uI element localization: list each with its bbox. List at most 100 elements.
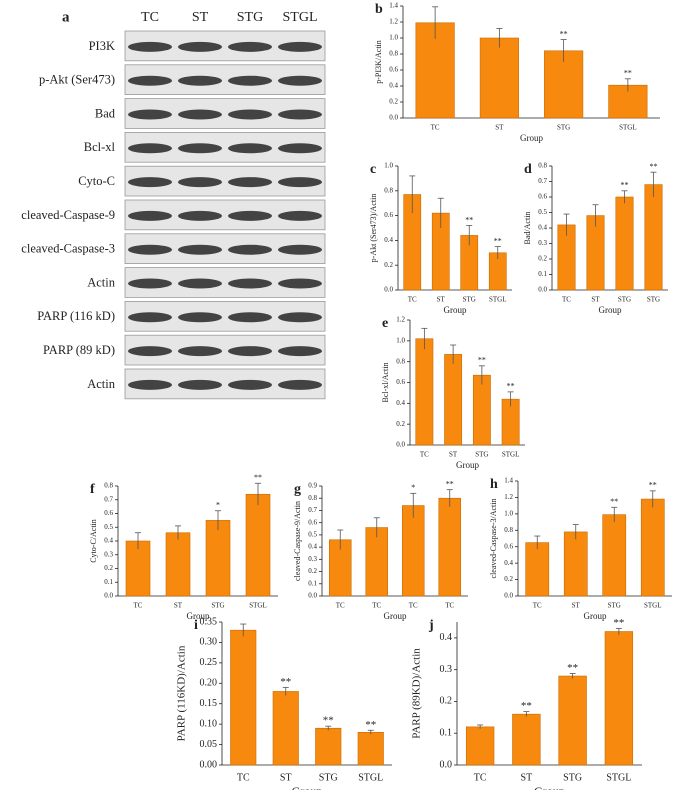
blot-band [278,278,322,289]
y-tick-label: 0.2 [308,567,317,575]
bar [444,354,463,446]
x-tick-label: STG [557,124,570,132]
y-tick-label: 0.25 [200,657,218,668]
y-tick-label: 1.0 [389,34,398,42]
blot-band [228,75,272,86]
panel-label: g [294,482,301,497]
y-tick-label: 0.7 [308,506,317,514]
blot-band [228,379,272,390]
bar [165,532,191,597]
significance: ** [624,69,632,78]
x-tick-label: STGL [619,124,637,132]
blot-band [178,143,222,154]
y-tick-label: 0.20 [200,678,218,689]
x-tick-label: ST [437,296,446,304]
y-tick-label: 0.8 [389,50,398,58]
panel-label: d [524,162,532,177]
panel-label: i [194,618,198,633]
y-tick-label: 0.8 [396,357,405,365]
significance: ** [613,617,624,629]
blot-band [128,346,172,357]
y-tick-label: 0.2 [389,98,398,106]
x-tick-label: TC [408,296,417,304]
y-tick-label: 1.2 [396,316,405,324]
y-tick-label: 0.8 [504,526,513,534]
x-tick-label: TC [237,772,250,783]
blot-band [128,312,172,323]
blot-band [128,278,172,289]
y-tick-label: 0.8 [384,186,393,194]
y-tick-label: 0.15 [200,698,218,709]
y-tick-label: 0.0 [104,592,113,600]
y-tick-label: 0.9 [308,482,317,490]
row-label: cleaved-Caspase-9 [21,208,115,222]
x-tick-label: ST [174,602,183,610]
y-axis-title: PARP (116KD)/Actin [176,645,188,741]
y-tick-label: 1.0 [396,336,405,344]
x-axis-title: Group [520,133,543,143]
blot-band [278,379,322,390]
significance: ** [507,382,515,391]
x-tick-label: TC [372,602,381,610]
y-tick-label: 0.6 [384,211,393,219]
y-axis-title: cleaved-Caspase-3/Actin [489,499,498,579]
bar [615,196,634,291]
panel-label: h [490,477,498,492]
y-tick-label: 0.7 [538,177,547,185]
lane-label: STG [237,10,263,25]
row-label: PARP (89 kD) [43,343,115,357]
blot-band [178,75,222,86]
y-tick-label: 0.1 [308,579,317,587]
x-tick-label: STGL [358,772,383,783]
y-tick-label: 0.35 [200,616,218,627]
y-tick-label: 0.6 [538,193,547,201]
significance: ** [323,715,334,727]
blot-band [278,75,322,86]
panel-label: c [370,162,376,177]
x-tick-label: STG [608,602,621,610]
blot-band [228,278,272,289]
y-tick-label: 0.3 [440,664,453,675]
y-tick-label: 0.4 [396,399,405,407]
row-label: Actin [87,275,116,289]
y-tick-label: 0.4 [440,632,453,643]
x-tick-label: TC [409,602,418,610]
y-tick-label: 0.2 [384,261,393,269]
bar [586,215,605,291]
bar [415,338,434,446]
row-label: Bad [95,106,116,120]
significance: ** [446,479,454,488]
x-axis-title: Group [444,305,467,315]
blot-band [128,177,172,188]
blot-band [278,143,322,154]
y-tick-label: 0.4 [384,236,393,244]
y-tick-label: 0.4 [308,543,317,551]
bar [245,493,271,597]
x-tick-label: TC [562,296,571,304]
y-tick-label: 0.8 [104,482,113,490]
x-tick-label: STG [475,451,488,459]
x-tick-label: TC [420,451,429,459]
blot-band [178,41,222,52]
x-axis-title: Group [456,460,479,470]
x-axis-title: Group [534,784,565,790]
blot-band [178,177,222,188]
y-tick-label: 0.5 [104,523,113,531]
row-label: Cyto-C [78,174,115,188]
x-tick-label: ST [449,451,458,459]
y-tick-label: 1.2 [389,18,398,26]
x-tick-label: STG [463,296,476,304]
blot-band [128,109,172,120]
x-tick-label: ST [280,772,292,783]
lane-label: STGL [283,10,318,25]
panel-label: b [375,2,383,17]
significance: ** [560,29,568,38]
significance: ** [465,215,473,224]
x-axis-title: Group [599,305,622,315]
blot-band [228,346,272,357]
y-tick-label: 0.6 [104,509,113,517]
y-axis-title: p-PI3K/Actin [374,40,383,84]
y-tick-label: 0.4 [104,537,113,545]
x-tick-label: ST [572,602,581,610]
blot-band [178,346,222,357]
